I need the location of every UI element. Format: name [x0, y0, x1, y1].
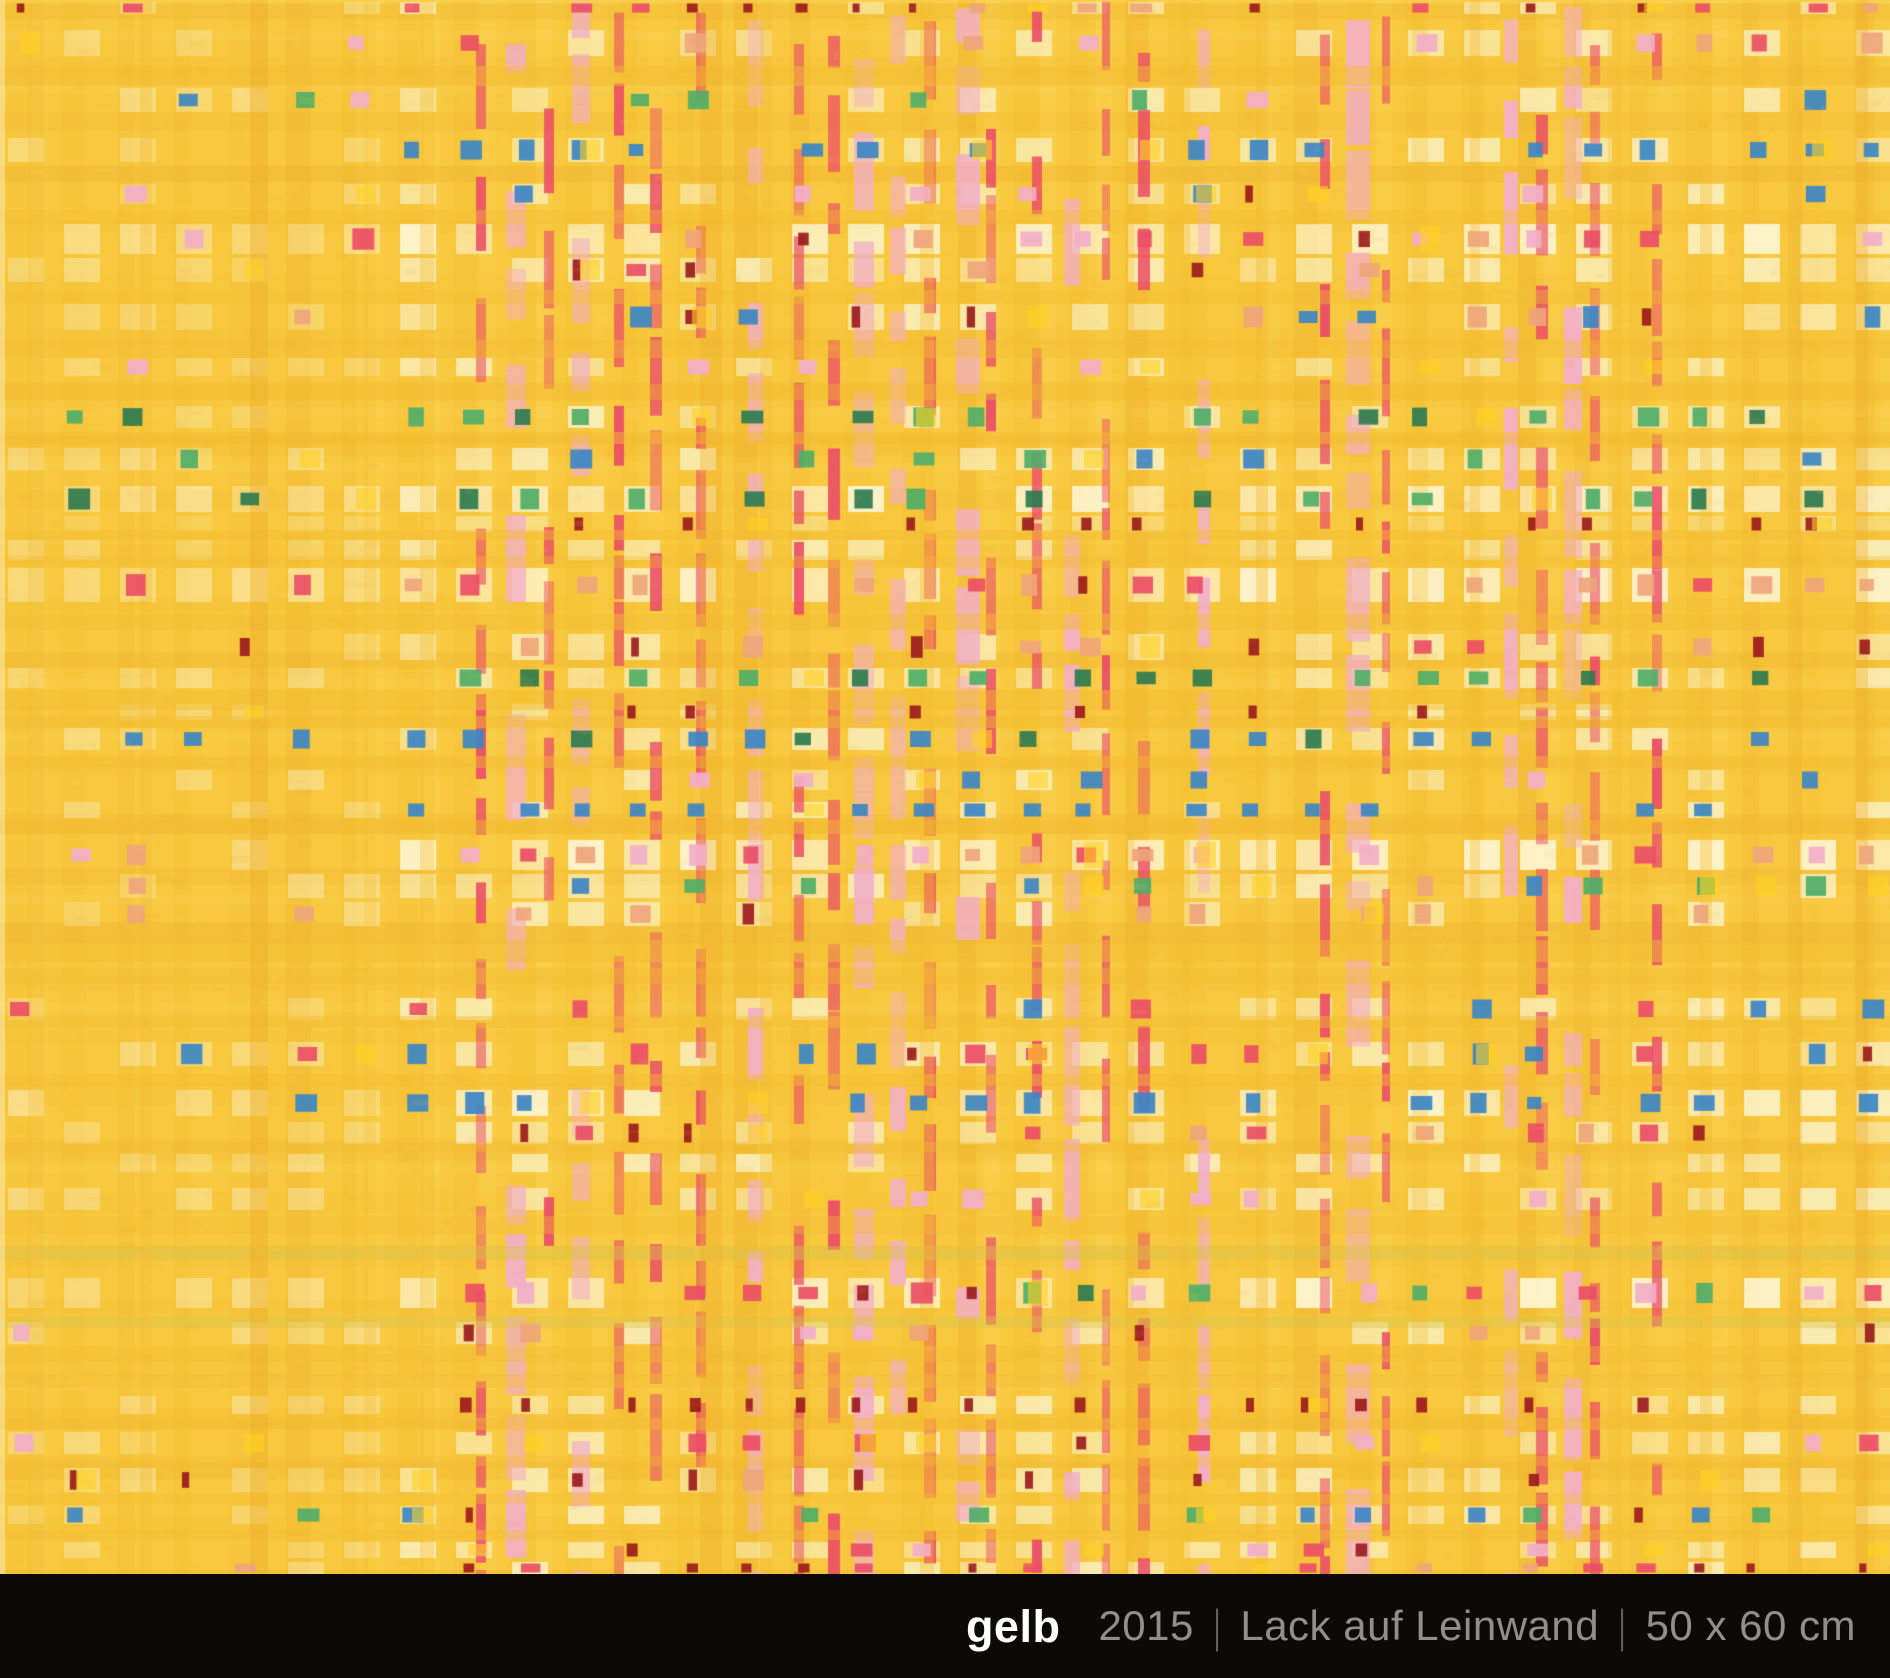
artwork-dimensions: 50 x 60 cm [1645, 1602, 1856, 1649]
meta-separator: | [1213, 1600, 1221, 1652]
artwork-title: gelb [965, 1600, 1061, 1652]
artwork-year: 2015 [1098, 1602, 1194, 1649]
artwork-meta: 2015 | Lack auf Leinwand | 50 x 60 cm [1098, 1603, 1856, 1649]
artwork-medium: Lack auf Leinwand [1240, 1602, 1600, 1649]
meta-separator: | [1618, 1600, 1626, 1652]
artwork-canvas [0, 0, 1890, 1574]
caption-bar: gelb 2015 | Lack auf Leinwand | 50 x 60 … [0, 1574, 1890, 1678]
